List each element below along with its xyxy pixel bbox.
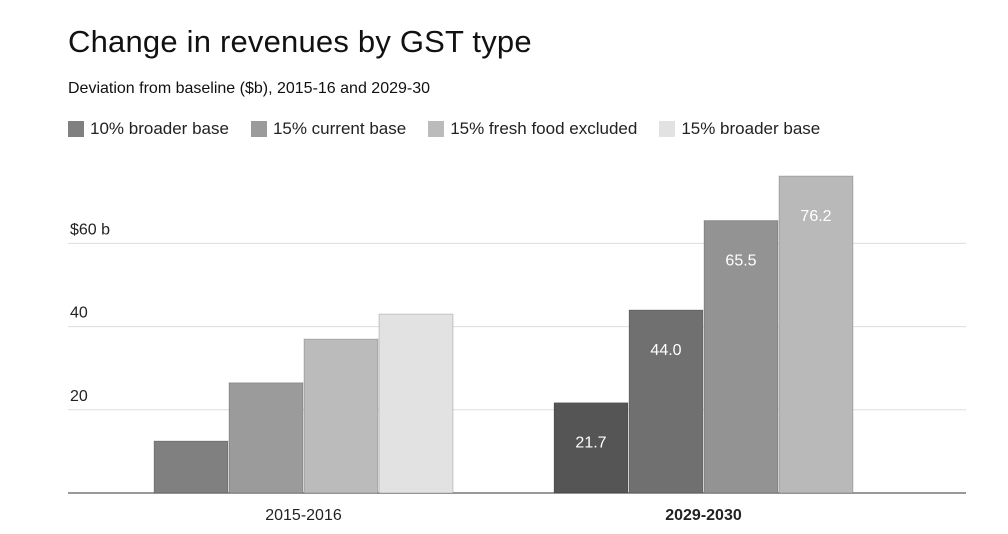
y-tick-label: 40	[70, 305, 88, 322]
legend-label: 15% broader base	[681, 119, 821, 138]
legend-swatch	[68, 121, 84, 137]
legend-item-10-broader: 10% broader base	[68, 119, 229, 139]
bar	[703, 220, 779, 494]
bar	[778, 175, 854, 494]
chart-legend: 10% broader base 15% current base 15% fr…	[68, 118, 842, 140]
x-category-label: 2029-2030	[665, 507, 742, 524]
bar	[228, 382, 304, 494]
bar	[378, 313, 454, 494]
data-label: 21.7	[575, 435, 606, 452]
y-tick-label: 20	[70, 388, 88, 405]
legend-swatch	[659, 121, 676, 137]
legend-swatch	[250, 121, 267, 137]
bar	[153, 440, 229, 494]
legend-item-15-fresh-food: 15% fresh food excluded	[428, 119, 637, 139]
legend-label: 15% fresh food excluded	[450, 119, 638, 138]
bar	[553, 402, 629, 494]
data-label: 44.0	[650, 342, 681, 359]
y-tick-label: $60 b	[70, 221, 110, 238]
data-label: 76.2	[800, 208, 831, 225]
bar	[303, 338, 379, 494]
legend-label: 10% broader base	[90, 119, 229, 138]
chart-title: Change in revenues by GST type	[68, 24, 532, 59]
x-category-label: 2015-2016	[265, 507, 342, 524]
legend-label: 15% current base	[272, 119, 407, 138]
legend-swatch	[428, 121, 445, 137]
bar	[628, 309, 704, 494]
chart-subtitle: Deviation from baseline ($b), 2015-16 an…	[68, 80, 431, 97]
data-label: 65.5	[725, 253, 756, 270]
legend-item-15-current: 15% current base	[250, 119, 407, 139]
legend-item-15-broader: 15% broader base	[659, 119, 820, 139]
